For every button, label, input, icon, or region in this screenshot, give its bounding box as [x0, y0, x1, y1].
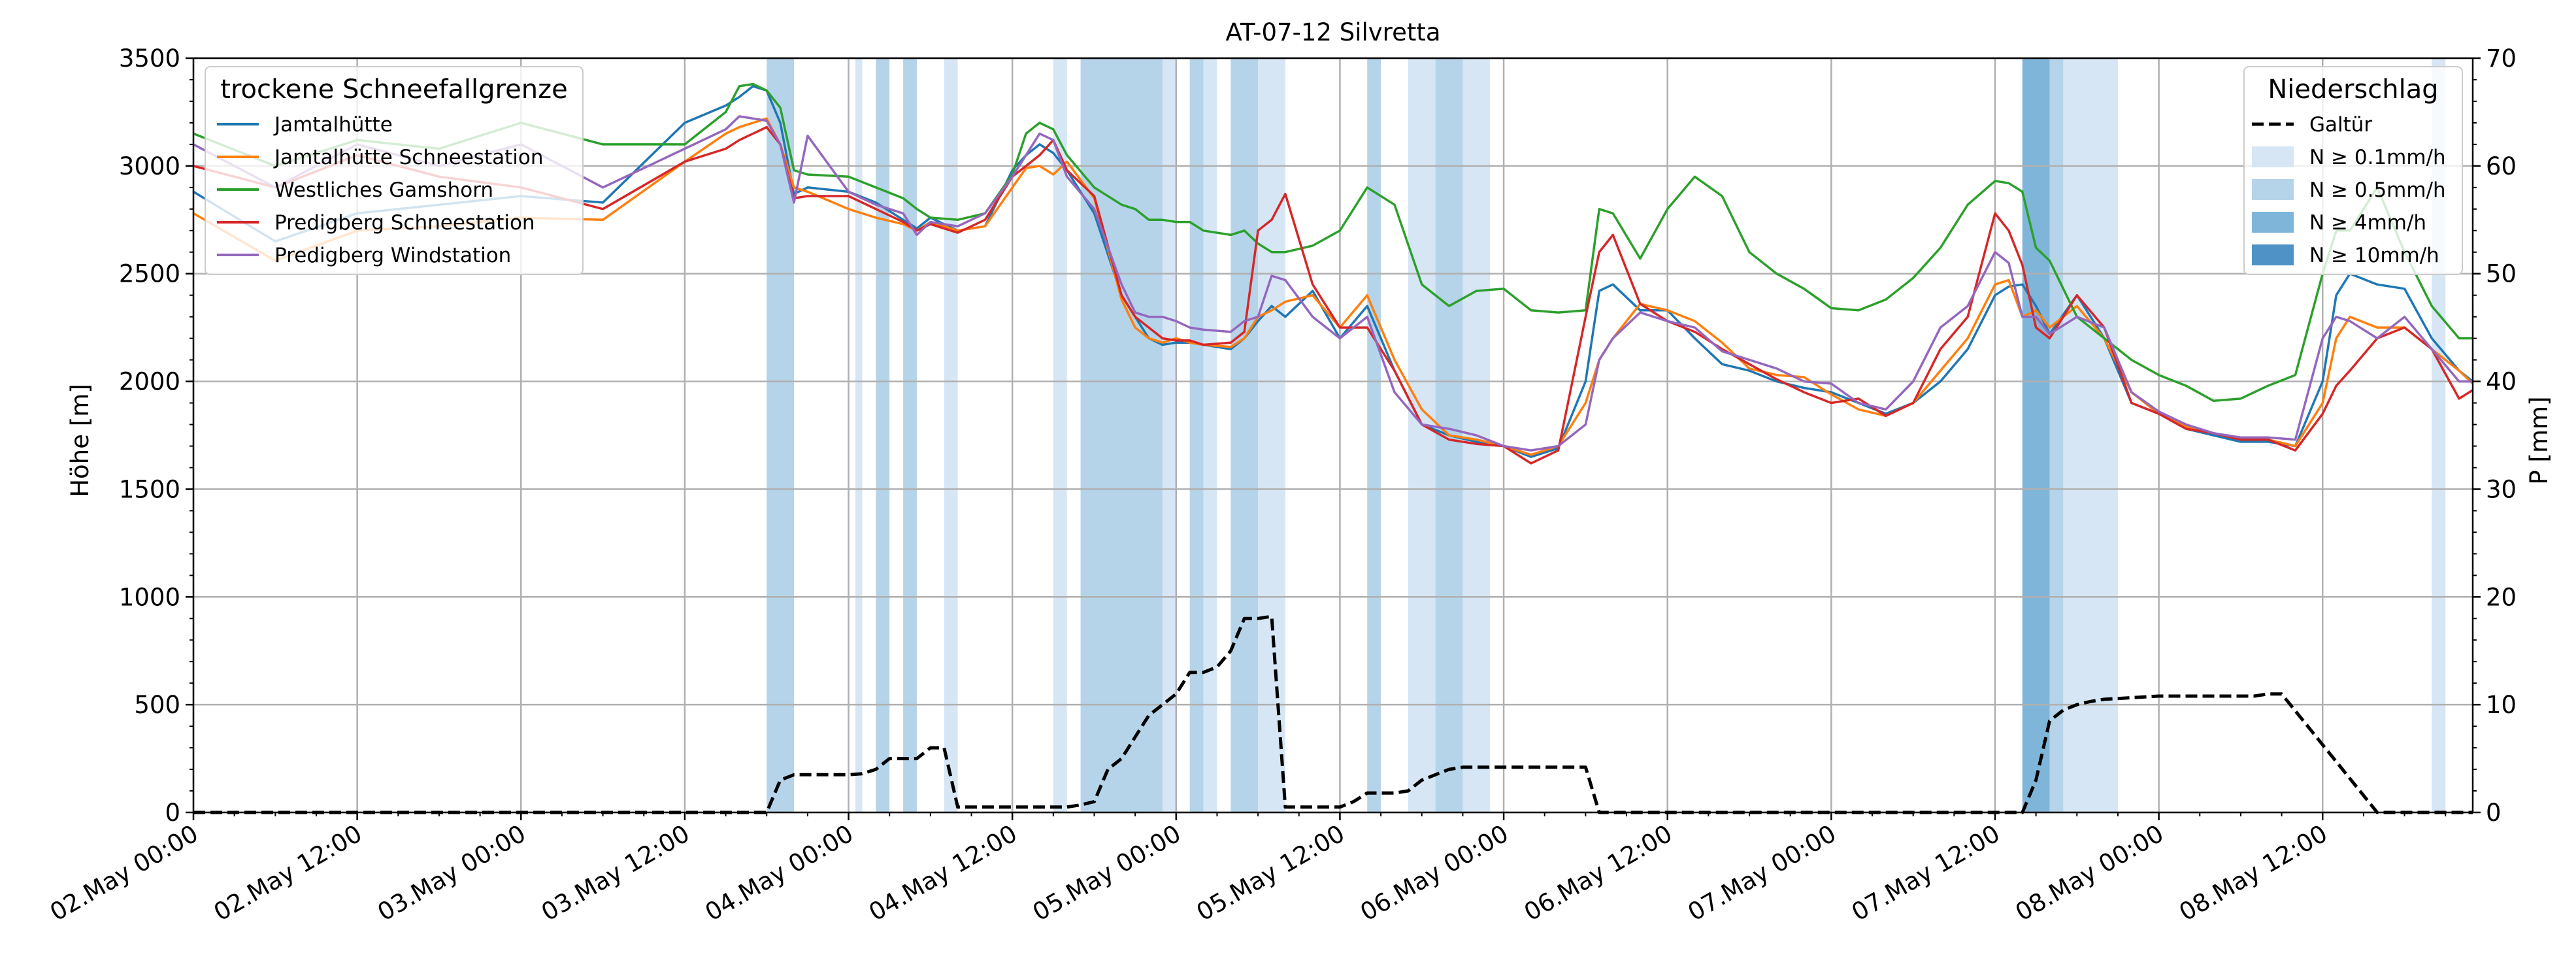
precip-band [2063, 58, 2118, 812]
series-line-predigberg-windstation [193, 115, 2473, 452]
y-tick-label-right: 30 [2486, 475, 2517, 503]
y-axis-left-label: Höhe [m] [66, 384, 94, 497]
legend-label: Predigberg Windstation [274, 244, 511, 267]
y-tick-label-left: 2500 [119, 260, 180, 288]
precip-band [1367, 58, 1381, 812]
precip-band [876, 58, 890, 812]
series-line-galt-r [193, 614, 2473, 814]
legend-box [2243, 66, 2463, 275]
y-tick-label-right: 50 [2486, 260, 2517, 288]
precip-band [2049, 58, 2064, 812]
y-tick-label-left: 500 [134, 691, 180, 719]
legend-label: N ≥ 0.5mm/h [2309, 178, 2446, 202]
legend-label: Galtür [2309, 113, 2372, 137]
series-line-westliches-gamshorn [193, 82, 2473, 402]
legend-label: N ≥ 0.1mm/h [2309, 146, 2446, 169]
legend-swatch [2252, 179, 2294, 200]
precip-band [1162, 58, 1176, 812]
legend-title: Niederschlag [2268, 75, 2438, 105]
legend-swatch [2252, 146, 2294, 167]
legend-title: trockene Schneefallgrenze [220, 75, 567, 105]
legend-precipitation: Niederschlag Galtür N ≥ 0.1mm/h N ≥ 0.5mm/h… [2243, 66, 2463, 275]
precip-band [1258, 58, 1285, 812]
y-tick-label-left: 1500 [119, 475, 180, 503]
precip-band [944, 58, 958, 812]
precip-band [1230, 58, 1259, 812]
precip-band [1080, 58, 1163, 812]
precip-band [855, 58, 863, 812]
legend-label: Westliches Gamshorn [274, 178, 493, 202]
y-tick-label-right: 40 [2486, 368, 2517, 396]
legend-swatch [2252, 244, 2294, 265]
y-tick-label-right: 20 [2486, 583, 2517, 611]
y-tick-label-right: 10 [2486, 691, 2517, 719]
legend-label: Jamtalhütte [273, 113, 393, 137]
y-axis-right-label: P [mm] [2525, 396, 2553, 484]
legend-label: N ≥ 10mm/h [2309, 244, 2439, 267]
legend-swatch [2252, 212, 2294, 233]
precip-band [1053, 58, 1067, 812]
y-tick-label-left: 3000 [119, 152, 180, 180]
precip-band [1408, 58, 1436, 812]
legend-snowline: trockene Schneefallgrenze Jamtalhütte Jamt… [205, 66, 584, 275]
plot-frame [192, 57, 2474, 814]
y-tick-label-right: 70 [2486, 44, 2517, 73]
precip-band [2022, 58, 2050, 812]
precip-band [1189, 58, 1204, 812]
legend-label: Predigberg Schneestation [274, 211, 535, 235]
chart-title: AT-07-12 Silvretta [1225, 18, 1440, 46]
y-tick-label-left: 0 [165, 799, 180, 827]
series-lines [193, 82, 2474, 814]
series-line-jamtalh-tte-schneestation [193, 117, 2474, 456]
y-tick-label-right: 60 [2486, 152, 2517, 180]
y-tick-label-left: 2000 [119, 368, 180, 396]
y-tick-label-right: 0 [2486, 799, 2502, 827]
y-tick-label-left: 1000 [119, 583, 180, 611]
legend-label: Jamtalhütte Schneestation [273, 146, 543, 169]
y-tick-label-left: 3500 [119, 44, 180, 73]
precip-band [903, 58, 917, 812]
legend-label: N ≥ 4mm/h [2309, 211, 2426, 235]
precip-band [1203, 58, 1217, 812]
legend-box [205, 66, 584, 275]
